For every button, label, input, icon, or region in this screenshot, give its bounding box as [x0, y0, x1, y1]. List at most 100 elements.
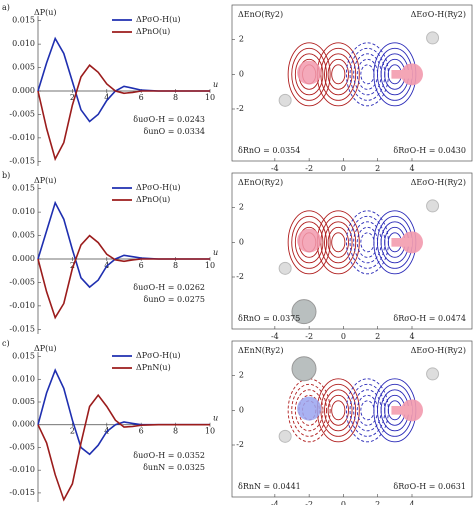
atom — [297, 396, 322, 421]
y-tick-label: 0.005 — [12, 397, 35, 406]
x-tick-label: 2 — [70, 427, 75, 436]
atom — [297, 228, 322, 253]
atom — [426, 367, 440, 381]
annotation: ΔEσO-H(Ry2) — [411, 10, 466, 19]
contour — [331, 64, 346, 85]
x-tick-label: 2 — [70, 93, 75, 102]
y-tick-label: -0.010 — [9, 465, 35, 474]
x-tick-label: 4 — [409, 164, 414, 173]
panel-label: b) — [2, 171, 10, 180]
x-tick-label: 2 — [70, 261, 75, 270]
x-tick-label: 0 — [341, 164, 346, 173]
x-tick-label: 8 — [173, 261, 178, 270]
x-axis-label: u — [213, 80, 218, 89]
x-tick-label: 2 — [375, 332, 380, 341]
annotation: δunN = 0.0325 — [143, 463, 205, 472]
contour — [324, 53, 353, 96]
y-tick-label: 0 — [239, 405, 244, 414]
annotation: δuσO-H = 0.0243 — [133, 115, 205, 124]
x-tick-label: 2 — [375, 500, 380, 505]
annotation: δuσO-H = 0.0262 — [133, 283, 205, 292]
x-tick-label: 6 — [139, 427, 144, 436]
y-tick-label: 2 — [239, 203, 244, 212]
y-tick-label: -0.005 — [9, 277, 35, 286]
x-tick-label: -4 — [271, 332, 279, 341]
x-tick-label: -2 — [305, 164, 313, 173]
contour — [294, 389, 324, 432]
legend-label: ΔPnO(u) — [136, 195, 170, 204]
y-axis-label: ΔP(u) — [34, 176, 57, 185]
y-tick-label: -0.015 — [9, 324, 35, 333]
contour — [331, 400, 346, 421]
x-tick-label: 8 — [173, 427, 178, 436]
x-axis-label: u — [213, 414, 218, 423]
y-tick-label: -2 — [236, 440, 244, 449]
annotation: δuσO-H = 0.0352 — [133, 451, 205, 460]
y-tick-label: 0.010 — [12, 207, 35, 216]
bond — [391, 406, 412, 415]
contour — [327, 58, 349, 90]
atom — [297, 60, 322, 85]
atom — [291, 299, 317, 325]
annotation: δRnN = 0.0441 — [238, 482, 301, 491]
series-line — [37, 64, 210, 162]
y-tick-label: 0.010 — [12, 39, 35, 48]
y-tick-label: 0.015 — [12, 184, 35, 193]
x-tick-label: 10 — [205, 261, 215, 270]
y-tick-label: -0.010 — [9, 133, 35, 142]
x-tick-label: 10 — [205, 427, 215, 436]
y-tick-label: 2 — [239, 35, 244, 44]
contour-layer — [278, 31, 440, 107]
contour-layer — [278, 356, 440, 443]
atom — [426, 31, 440, 45]
series-line — [37, 368, 210, 456]
panel-label: c) — [2, 339, 10, 348]
contour — [287, 42, 331, 107]
x-tick-label: 8 — [173, 93, 178, 102]
series-line — [37, 234, 210, 320]
contour — [291, 383, 327, 437]
annotation: ΔEnO(Ry2) — [238, 10, 283, 19]
contour — [291, 215, 327, 269]
x-tick-label: 4 — [409, 500, 414, 505]
plot-frame — [231, 340, 473, 498]
annotation: ΔEσO-H(Ry2) — [411, 346, 466, 355]
annotation: ΔEnN(Ry2) — [238, 346, 284, 355]
x-tick-label: 6 — [139, 93, 144, 102]
x-tick-label: -2 — [305, 332, 313, 341]
atom — [278, 93, 292, 107]
x-tick-label: 10 — [205, 93, 215, 102]
annotation: ΔEσO-H(Ry2) — [411, 178, 466, 187]
atom — [278, 261, 292, 275]
plot-frame — [231, 172, 473, 330]
y-tick-label: 0 — [239, 237, 244, 246]
y-tick-label: 0.015 — [12, 16, 35, 25]
annotation: δRnO = 0.0354 — [238, 146, 300, 155]
panel-label: a) — [2, 3, 10, 12]
legend-label: ΔPσO-H(u) — [136, 183, 181, 192]
x-tick-label: 0 — [341, 332, 346, 341]
series-line — [37, 200, 210, 289]
contour — [324, 389, 353, 432]
x-tick-label: -4 — [271, 500, 279, 505]
bond — [391, 70, 412, 79]
contour — [327, 394, 349, 426]
x-tick-label: 4 — [409, 332, 414, 341]
y-tick-label: -0.015 — [9, 488, 35, 497]
contour — [294, 53, 324, 96]
x-tick-label: 6 — [139, 261, 144, 270]
y-tick-label: -0.005 — [9, 442, 35, 451]
annotation: δunO = 0.0275 — [144, 295, 205, 304]
legend-label: ΔPnO(u) — [136, 27, 170, 36]
y-tick-label: 0.000 — [12, 254, 35, 263]
x-tick-label: 0 — [341, 500, 346, 505]
x-tick-label: -2 — [305, 500, 313, 505]
y-tick-label: 0.010 — [12, 374, 35, 383]
contour-layer — [278, 199, 440, 325]
legend-label: ΔPσO-H(u) — [136, 351, 181, 360]
series-line — [37, 36, 210, 123]
y-tick-label: -0.015 — [9, 156, 35, 165]
annotation: ΔEnO(Ry2) — [238, 178, 283, 187]
annotation: δRσO-H = 0.0430 — [393, 146, 466, 155]
contour — [291, 47, 327, 101]
